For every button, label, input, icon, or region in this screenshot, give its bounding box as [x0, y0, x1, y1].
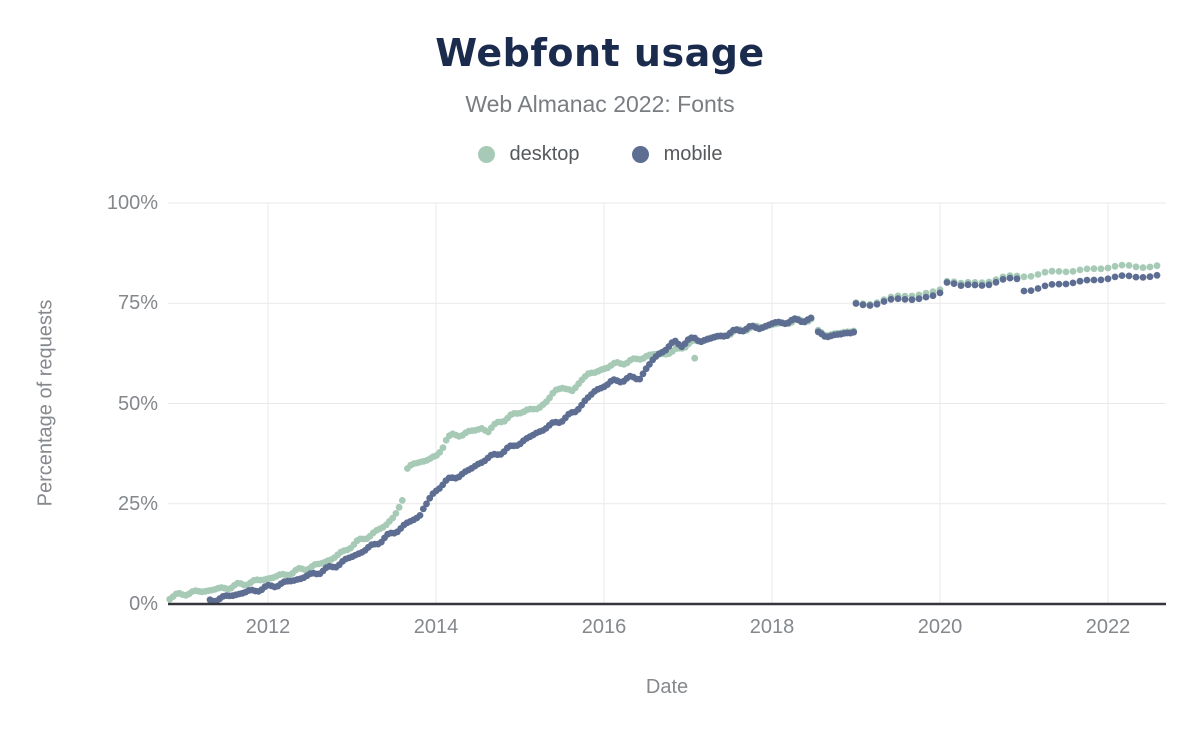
y-tick-label: 0%	[129, 593, 158, 615]
x-tick-label: 2020	[917, 616, 963, 638]
mobile-series	[206, 271, 1161, 605]
x-tick-label: 2018	[749, 616, 795, 638]
x-tick-label: 2014	[413, 616, 459, 638]
chart-title: Webfont usage	[435, 31, 765, 75]
y-tick-label: 75%	[117, 292, 158, 315]
mobile-series-swatch-icon	[631, 146, 649, 163]
y-tick-label: 25%	[117, 492, 158, 515]
chart-subtitle: Web Almanac 2022: Fonts	[465, 91, 735, 117]
x-tick-label: 2022	[1085, 616, 1131, 638]
desktop-series-swatch-icon	[477, 146, 495, 163]
legend-label-mobile: mobile	[663, 143, 723, 165]
y-tick-label: 100%	[106, 192, 158, 214]
x-tick-label: 2016	[581, 616, 627, 638]
x-tick-label: 2012	[245, 616, 291, 638]
legend-item-mobile: mobile	[631, 143, 723, 166]
y-tick-label: 50%	[117, 392, 158, 415]
legend-label-desktop: desktop	[509, 143, 580, 165]
x-axis-title: Date	[645, 676, 689, 698]
desktop-series	[166, 261, 1161, 603]
desktop-outlier-point	[691, 354, 699, 362]
chart-legend: desktop mobile	[0, 143, 1200, 166]
legend-item-desktop: desktop	[477, 143, 580, 166]
gridlines	[168, 202, 1166, 604]
